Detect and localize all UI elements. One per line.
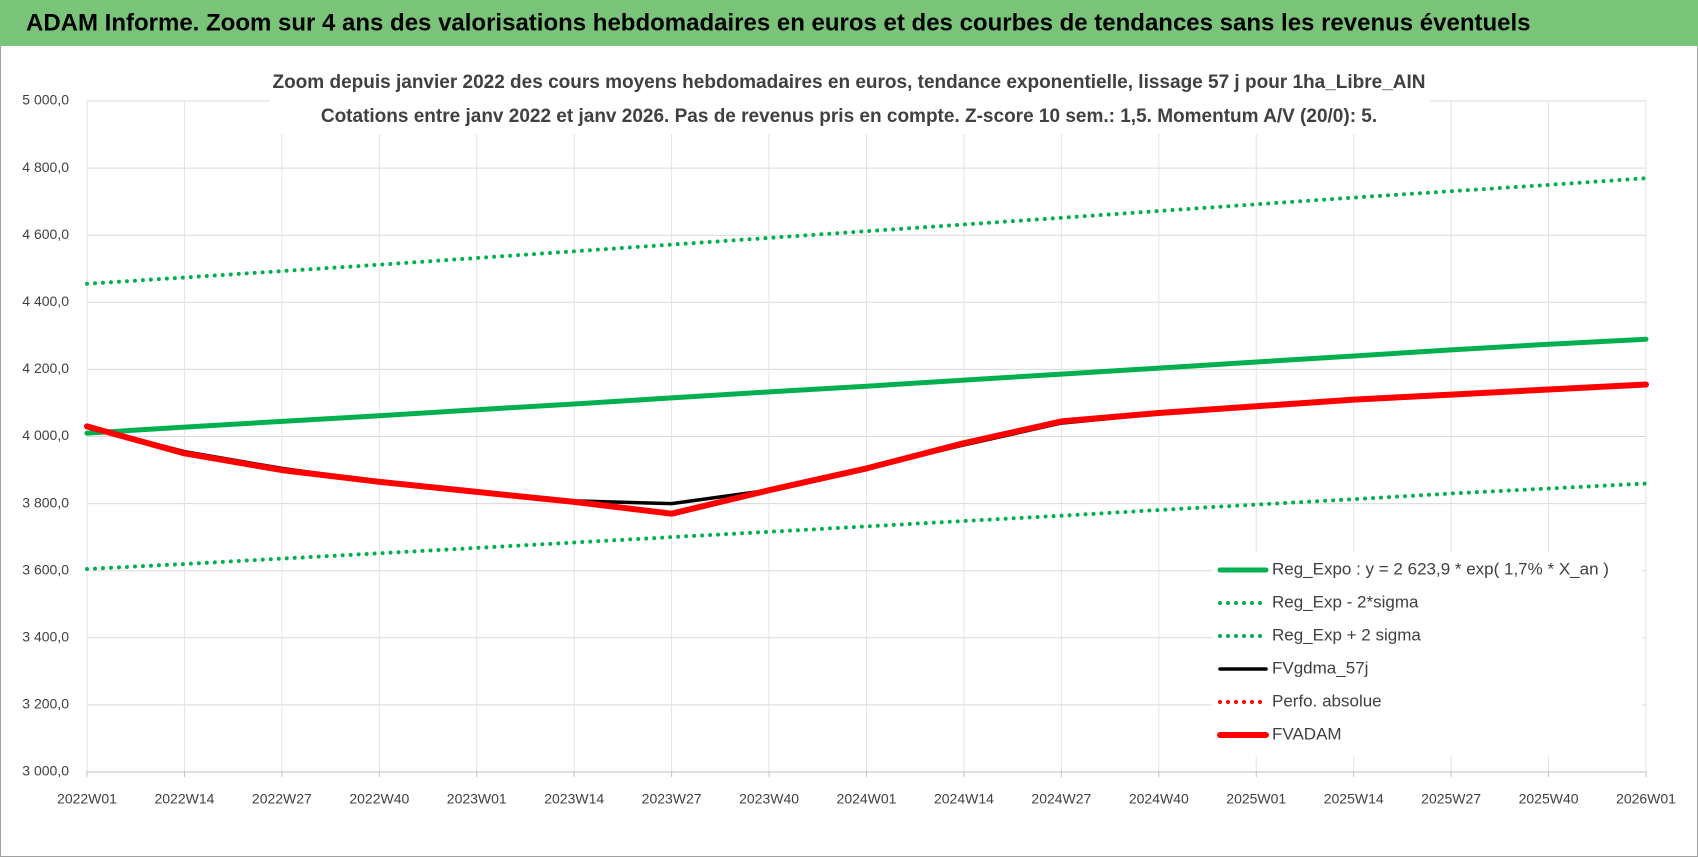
y-tick-label: 4 400,0 — [22, 293, 69, 309]
y-tick-label: 4 000,0 — [22, 427, 69, 443]
x-tick-label: 2024W01 — [837, 791, 897, 807]
y-tick-label: 3 600,0 — [22, 561, 69, 577]
y-tick-label: 3 400,0 — [22, 629, 69, 645]
x-tick-label: 2024W27 — [1031, 791, 1091, 807]
legend-label: Reg_Exp - 2*sigma — [1272, 592, 1419, 611]
x-tick-label: 2025W27 — [1421, 791, 1481, 807]
y-tick-label: 3 000,0 — [22, 763, 69, 779]
legend-label: Perfo. absolue — [1272, 691, 1382, 710]
x-tick-label: 2022W40 — [349, 791, 409, 807]
y-tick-label: 4 600,0 — [22, 226, 69, 242]
y-tick-label: 5 000,0 — [22, 92, 69, 108]
header-bar — [0, 0, 1698, 46]
x-tick-label: 2026W01 — [1616, 791, 1676, 807]
y-tick-label: 3 800,0 — [22, 494, 69, 510]
x-tick-label: 2022W01 — [57, 791, 117, 807]
title-bg — [270, 64, 1430, 134]
x-tick-label: 2025W40 — [1519, 791, 1579, 807]
chart-subtitle: Cotations entre janv 2022 et janv 2026. … — [321, 106, 1377, 127]
x-tick-label: 2025W01 — [1226, 791, 1286, 807]
y-tick-label: 4 800,0 — [22, 159, 69, 175]
legend-label: FVADAM — [1272, 724, 1342, 743]
legend-bg — [1212, 552, 1642, 756]
plot: 3 000,0 3 200,0 3 400,0 3 600,0 3 800,0 4 000… — [22, 92, 1676, 807]
x-tick-label: 2023W14 — [544, 791, 604, 807]
legend-label: FVgdma_57j — [1272, 658, 1368, 677]
x-tick-label: 2023W27 — [642, 791, 702, 807]
header-title: ADAM Informe. Zoom sur 4 ans des valoris… — [26, 9, 1531, 36]
series-line — [84, 336, 1649, 436]
x-tick-label: 2024W40 — [1129, 791, 1189, 807]
chart-title: Zoom depuis janvier 2022 des cours moyen… — [272, 72, 1425, 93]
x-tick-label: 2023W01 — [447, 791, 507, 807]
y-tick-label: 4 200,0 — [22, 360, 69, 376]
legend-label: Reg_Expo : y = 2 623,9 * exp( 1,7% * X_a… — [1272, 559, 1609, 578]
legend-label: Reg_Exp + 2 sigma — [1272, 625, 1421, 644]
x-tick-label: 2024W14 — [934, 791, 994, 807]
x-tick-label: 2025W14 — [1324, 791, 1384, 807]
x-tick-label: 2023W40 — [739, 791, 799, 807]
x-tick-label: 2022W14 — [154, 791, 214, 807]
x-tick-label: 2022W27 — [252, 791, 312, 807]
y-tick-label: 3 200,0 — [22, 696, 69, 712]
series-line — [84, 381, 1649, 517]
series-line — [85, 176, 1648, 286]
